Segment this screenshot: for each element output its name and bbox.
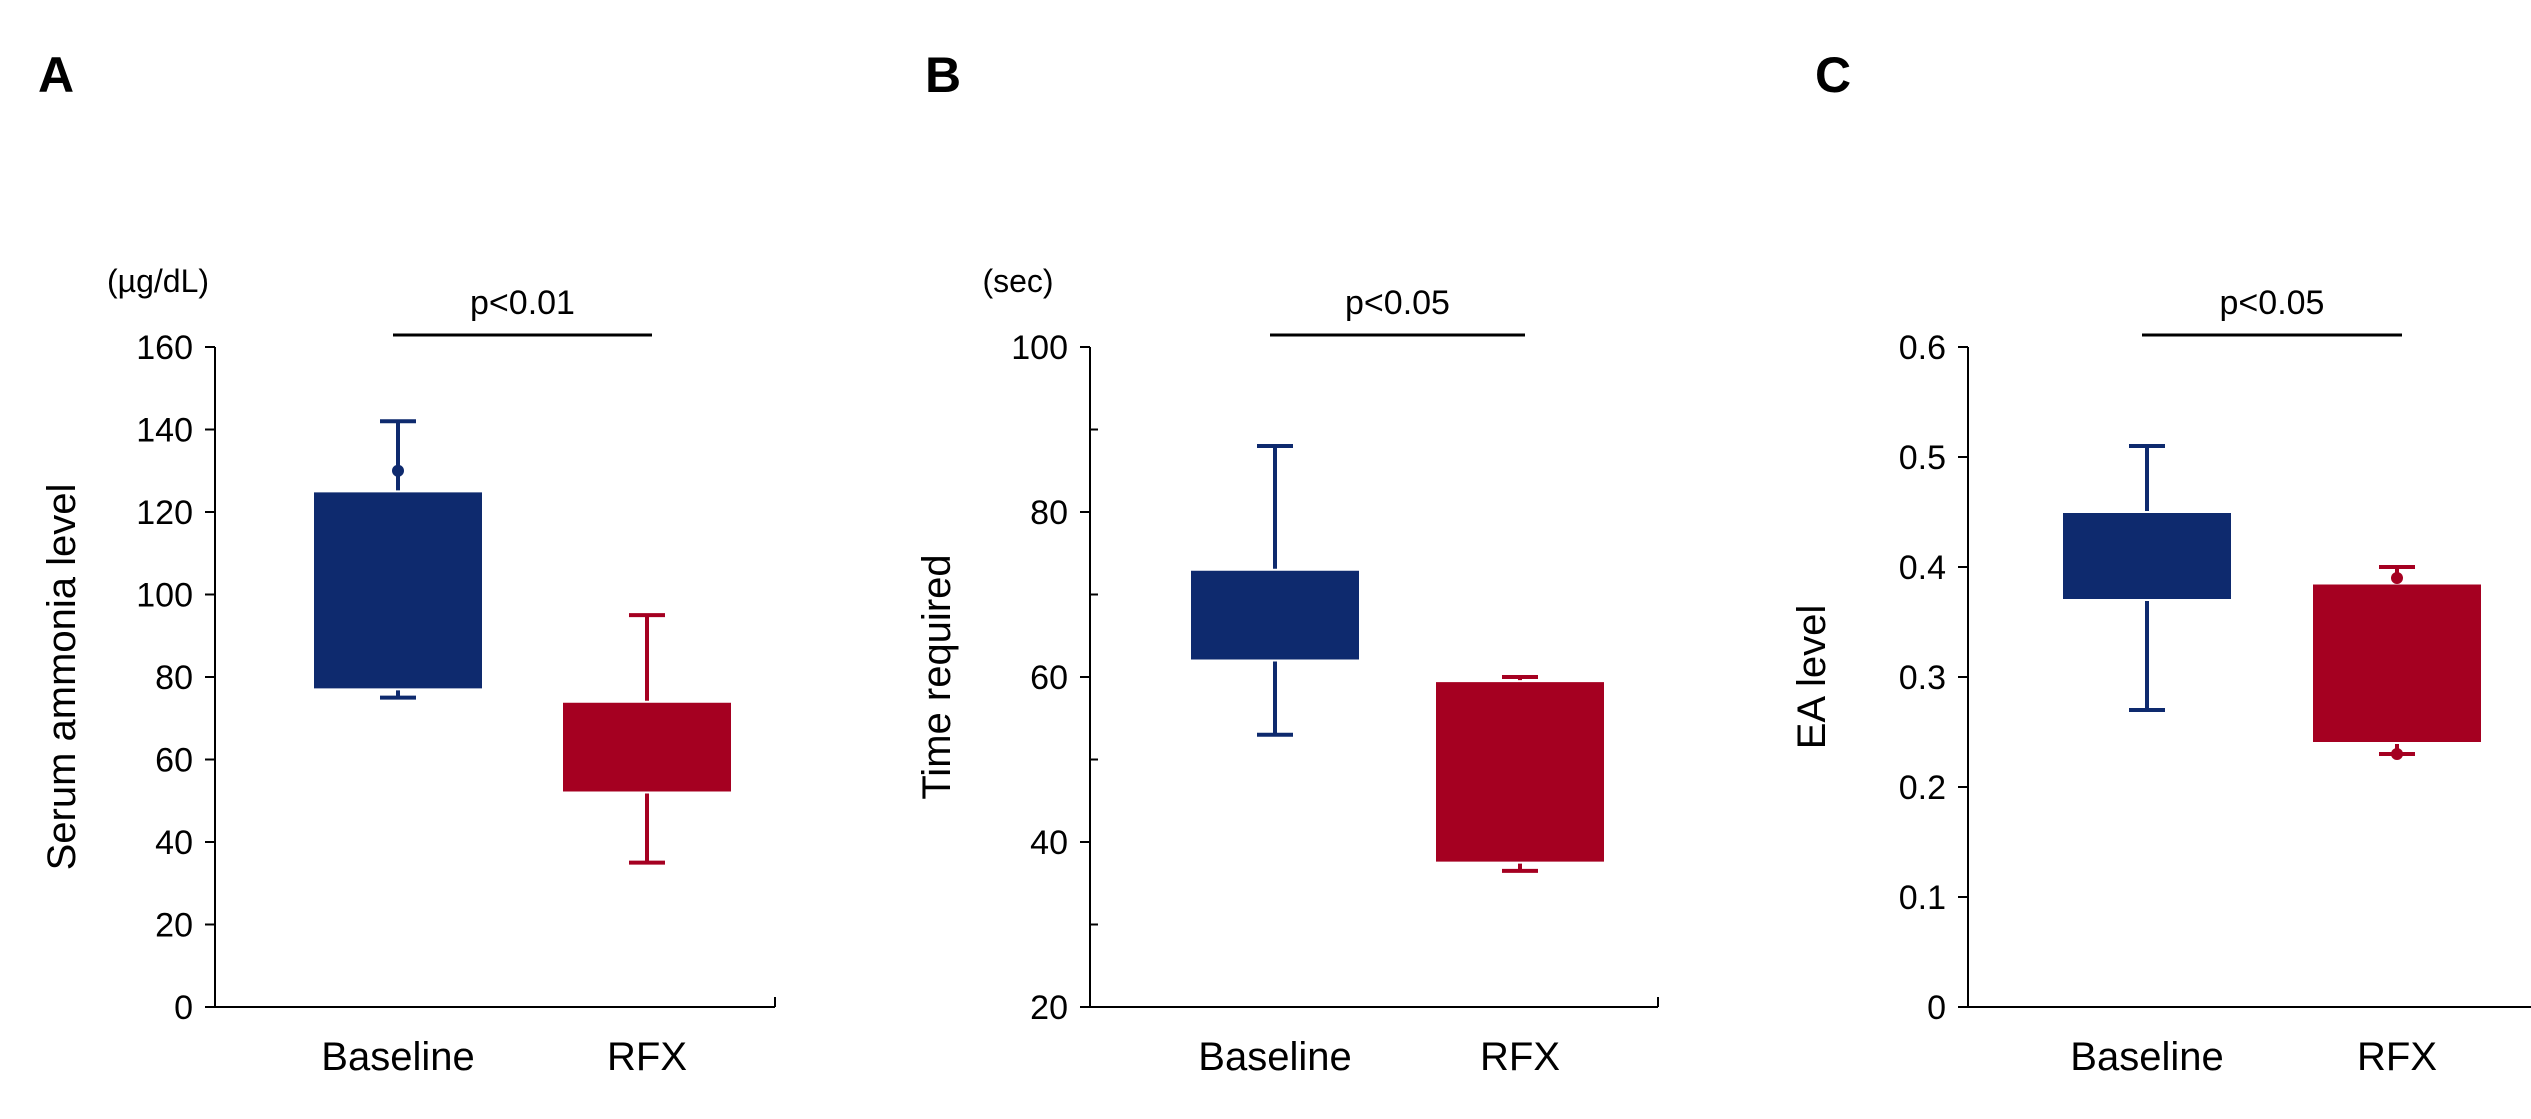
y-tick-label: 0.2 [1899, 769, 1946, 807]
panel-c: C 0 0.1 0.2 0.3 0.4 0.5 0.6 EA level Baseline RFX p… [1790, 47, 2531, 1079]
outlier-point [2391, 748, 2403, 760]
y-tick-label: 0 [174, 989, 193, 1027]
y-axis-title: Serum ammonia level [40, 484, 84, 871]
x-category-label: Baseline [321, 1035, 474, 1079]
y-tick-label: 60 [1030, 659, 1068, 697]
y-tick-label: 40 [155, 824, 193, 862]
y-tick-label: 0.6 [1899, 329, 1946, 367]
box-group-rfx [1434, 675, 1606, 873]
panel-letter: B [925, 47, 961, 103]
y-tick-label: 100 [136, 577, 193, 615]
y-tick-label: 120 [136, 494, 193, 532]
x-category-label: RFX [2357, 1035, 2437, 1079]
significance-label: p<0.05 [1345, 284, 1450, 322]
x-category-label: Baseline [2070, 1035, 2223, 1079]
y-unit-label: (µg/dL) [107, 263, 209, 299]
box-iqr [2311, 582, 2483, 744]
box-group-baseline [1189, 444, 1361, 737]
box-iqr [312, 490, 484, 691]
box-iqr [561, 700, 733, 794]
y-tick-label: 20 [155, 907, 193, 945]
box-iqr [1189, 568, 1361, 662]
panel-a: A 0 20 40 60 80 100 120 140 160 (µg/dL) Serum ammon… [38, 47, 776, 1079]
y-tick-label: 160 [136, 329, 193, 367]
box-iqr [2061, 511, 2233, 601]
y-tick-label: 0.5 [1899, 439, 1946, 477]
y-tick-label: 0.3 [1899, 659, 1946, 697]
y-tick-label: 0.4 [1899, 549, 1946, 587]
panel-letter: C [1815, 47, 1851, 103]
y-tick-label: 80 [1030, 494, 1068, 532]
box-group-rfx [2311, 565, 2483, 760]
y-tick-label: 0 [1927, 989, 1946, 1027]
x-category-label: RFX [607, 1035, 687, 1079]
box-group-baseline [2061, 444, 2233, 712]
y-tick-label: 20 [1030, 989, 1068, 1027]
y-unit-label: (sec) [982, 263, 1053, 299]
panel-letter: A [38, 47, 74, 103]
y-tick-label: 140 [136, 412, 193, 450]
box-group-baseline [312, 419, 484, 700]
outlier-point [2391, 572, 2403, 584]
box-iqr [1434, 680, 1606, 864]
panel-b: B 20 40 60 80 100 (sec) Time required Baseline RF… [915, 47, 1659, 1079]
y-tick-label: 0.1 [1899, 879, 1946, 917]
y-axis-title: EA level [1790, 605, 1834, 750]
y-tick-label: 40 [1030, 824, 1068, 862]
outlier-point [392, 464, 404, 477]
x-category-label: Baseline [1198, 1035, 1351, 1079]
box-group-rfx [561, 613, 733, 865]
x-category-label: RFX [1480, 1035, 1560, 1079]
significance-label: p<0.05 [2220, 284, 2325, 322]
y-tick-label: 80 [155, 659, 193, 697]
significance-label: p<0.01 [470, 284, 575, 322]
y-tick-label: 100 [1011, 329, 1068, 367]
y-axis-title: Time required [915, 554, 959, 799]
y-tick-label: 60 [155, 742, 193, 780]
